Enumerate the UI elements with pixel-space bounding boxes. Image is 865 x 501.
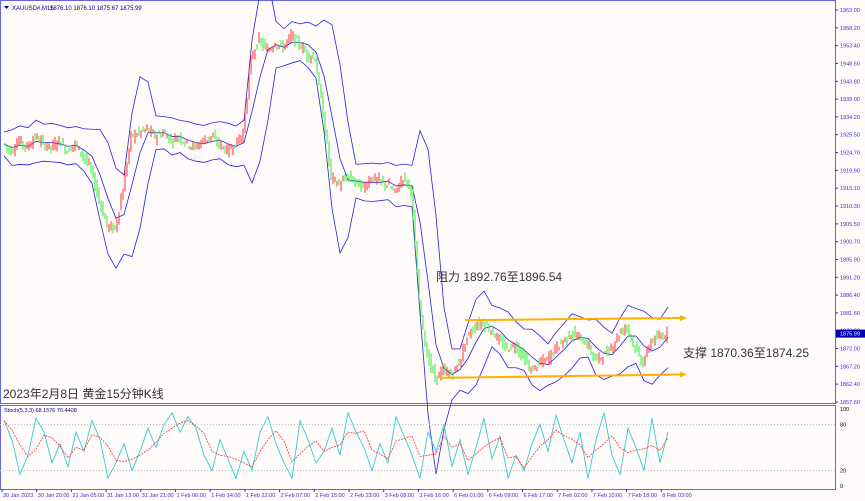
- time-tick-label: 6 Feb 01:00: [454, 493, 483, 499]
- chart-caption: 2023年2月8日 黄金15分钟K线: [3, 386, 164, 401]
- stoch-tick-label: 0: [840, 484, 843, 490]
- symbol-label: XAUUSD#,M15: [12, 6, 54, 12]
- price-tick-label: 1934.20: [840, 115, 860, 121]
- stoch-label: Stoch(5,3,3) 68.1576 70.4408: [4, 408, 77, 414]
- price-tick-label: 1953.40: [840, 44, 860, 50]
- time-tick-label: 2 Feb 07:00: [281, 493, 310, 499]
- time-tick-label: 31 Jan 21:00: [142, 493, 174, 499]
- price-tick-label: 1929.50: [840, 133, 860, 139]
- price-tick-label: 1910.30: [840, 204, 860, 210]
- stoch-tick-label: 20: [840, 469, 846, 475]
- lower-band: [3, 60, 669, 475]
- upper-band: [3, 0, 669, 350]
- support-arrow-head: [680, 371, 687, 378]
- time-tick-label: 8 Feb 03:00: [662, 493, 691, 499]
- stoch-tick-label: 100: [840, 407, 849, 413]
- stoch-main-line: [3, 411, 669, 481]
- price-tick-label: 1900.70: [840, 240, 860, 246]
- middle-band: [3, 41, 669, 375]
- time-axis: 30 Jan 2023 30 Jan 20:00 31 Jan 05:00 31 Ja…: [1, 489, 692, 499]
- price-tick-label: 1948.60: [840, 61, 860, 67]
- time-tick-label: 3 Feb 16:00: [419, 493, 448, 499]
- envelope-bands: [3, 0, 669, 475]
- time-tick-label: 1 Feb 06:00: [177, 493, 206, 499]
- time-tick-label: 1 Feb 14:00: [211, 493, 240, 499]
- price-tick-label: 1886.40: [840, 293, 860, 299]
- time-tick-label: 6 Feb 17:00: [524, 493, 553, 499]
- time-tick-label: 31 Jan 13:00: [107, 493, 139, 499]
- price-tick-label: 1867.20: [840, 364, 860, 370]
- trend-arrows: [439, 314, 687, 379]
- time-tick-label: 30 Jan 20:00: [38, 493, 70, 499]
- price-axis: 1963.00 1958.20 1953.40 1948.60 1943.80 1939.…: [835, 8, 865, 406]
- time-tick-label: 7 Feb 18:00: [628, 493, 657, 499]
- price-tick-label: 1924.70: [840, 151, 860, 157]
- price-tick-label: 1939.00: [840, 97, 860, 103]
- collapse-triangle-icon[interactable]: [4, 6, 9, 9]
- time-tick-label: 1 Feb 22:00: [246, 493, 275, 499]
- price-tick-label: 1963.00: [840, 8, 860, 14]
- stoch-tick-label: 80: [840, 422, 846, 428]
- resistance-arrow: [464, 316, 681, 322]
- stochastic-panel: 100 80 20 0: [0, 407, 849, 490]
- support-annotation: 支撑 1870.36至1874.25: [683, 345, 809, 360]
- time-tick-label: 2 Feb 23:00: [350, 493, 379, 499]
- price-tick-label: 1881.60: [840, 311, 860, 317]
- current-price-badge: [836, 329, 865, 338]
- price-tick-label: 1891.20: [840, 275, 860, 281]
- chart-frame: [0, 0, 836, 490]
- price-tick-label: 1958.20: [840, 26, 860, 32]
- price-tick-label: 1905.50: [840, 222, 860, 228]
- stoch-signal-line: [3, 420, 669, 469]
- price-tick-label: 1857.60: [840, 400, 860, 406]
- time-tick-label: 7 Feb 02:00: [558, 493, 587, 499]
- price-tick-label: 1872.00: [840, 347, 860, 353]
- time-tick-label: 7 Feb 10:00: [593, 493, 622, 499]
- resistance-annotation: 阻力 1892.76至1896.54: [436, 270, 562, 284]
- current-price-label: 1875.99: [840, 332, 860, 338]
- time-tick-label: 6 Feb 09:00: [489, 493, 518, 499]
- price-tick-label: 1943.80: [840, 79, 860, 85]
- time-tick-label: 30 Jan 2023: [3, 493, 33, 499]
- stoch-panel-border: [0, 405, 836, 490]
- price-tick-label: 1862.40: [840, 382, 860, 388]
- price-tick-label: 1915.10: [840, 186, 860, 192]
- candles: [4, 29, 668, 386]
- ohlc-values: 1876.10 1876.10 1875.67 1875.99: [50, 6, 142, 12]
- time-tick-label: 31 Jan 05:00: [72, 493, 104, 499]
- time-tick-label: 3 Feb 08:00: [385, 493, 414, 499]
- main-panel-border: [0, 0, 836, 404]
- time-tick-label: 2 Feb 15:00: [315, 493, 344, 499]
- resistance-arrow-head: [680, 314, 687, 321]
- price-tick-label: 1919.90: [840, 168, 860, 174]
- price-tick-label: 1895.90: [840, 257, 860, 263]
- support-arrow: [439, 373, 681, 379]
